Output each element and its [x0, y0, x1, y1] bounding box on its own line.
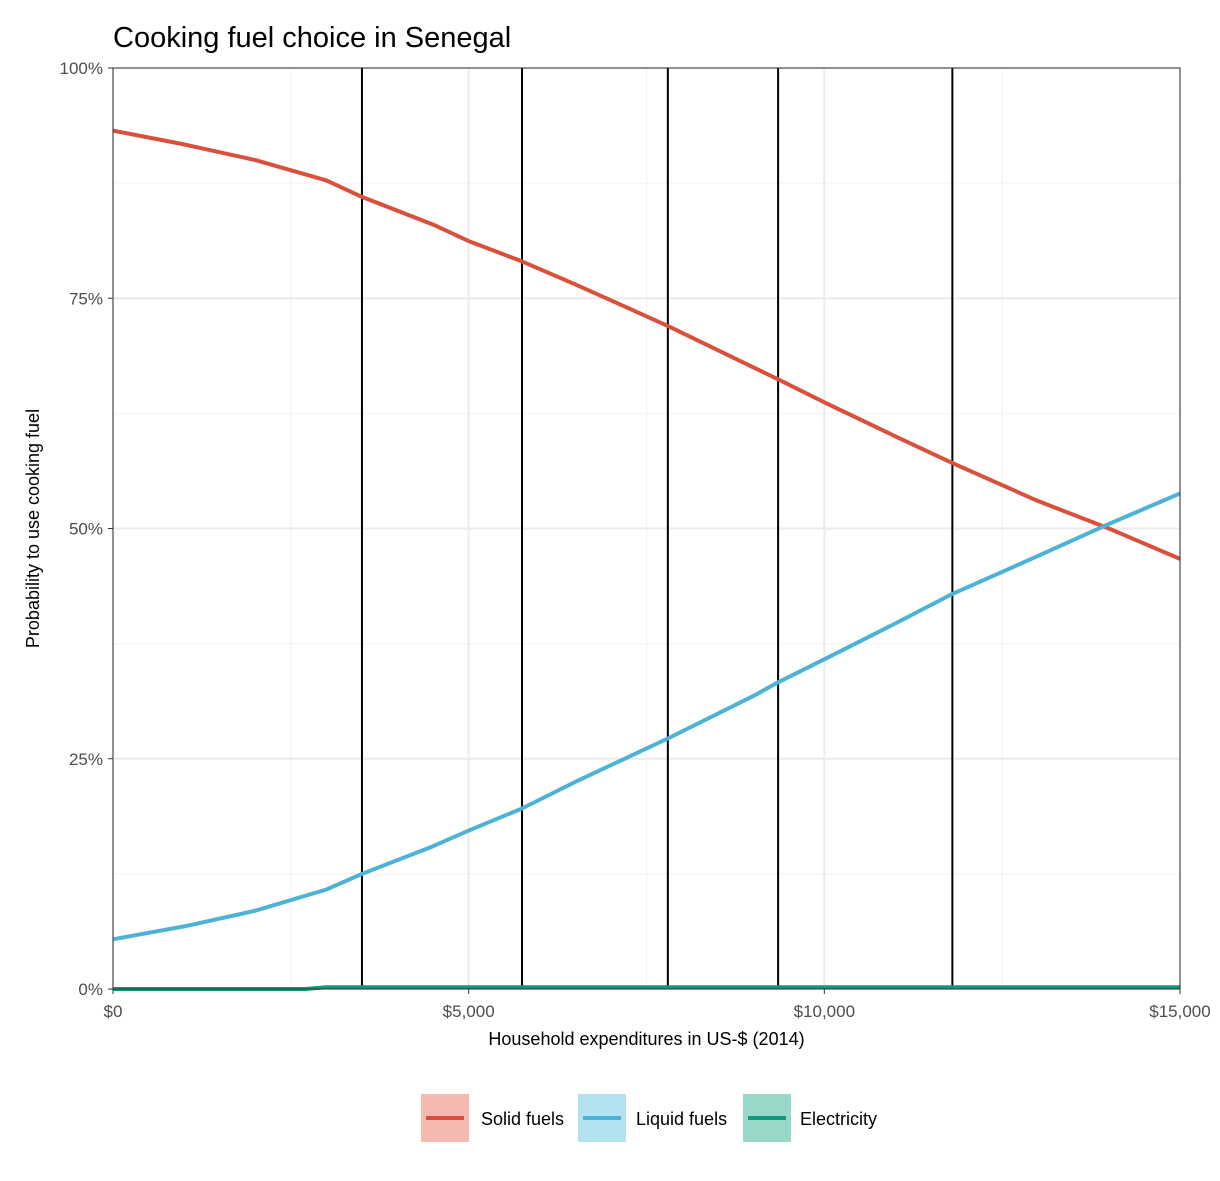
x-tick-label: $5,000 — [443, 1002, 495, 1021]
y-tick-label: 50% — [69, 520, 103, 539]
y-tick-label: 75% — [69, 289, 103, 308]
grid-lines — [112, 67, 1181, 990]
x-tick-label: $0 — [104, 1002, 123, 1021]
legend-label: Electricity — [800, 1109, 877, 1129]
x-axis-title: Household expenditures in US-$ (2014) — [488, 1029, 804, 1049]
y-tick-label: 25% — [69, 750, 103, 769]
series-line-solid-fuels — [112, 128, 1181, 561]
y-tick-label: 100% — [60, 59, 103, 78]
y-axis-ticks: 0% 25% 50% 75% 100% — [60, 59, 113, 999]
legend-label: Solid fuels — [481, 1109, 564, 1129]
x-axis-ticks: $0 $5,000 $10,000 $15,000 — [104, 989, 1211, 1021]
chart-title: Cooking fuel choice in Senegal — [113, 22, 511, 54]
x-tick-label: $15,000 — [1149, 1002, 1210, 1021]
series-line-liquid-fuels — [112, 491, 1181, 942]
y-axis-title: Probability to use cooking fuel — [23, 409, 43, 648]
legend-label: Liquid fuels — [636, 1109, 727, 1129]
y-tick-label: 0% — [78, 980, 103, 999]
legend: Solid fuels Liquid fuels Electricity — [421, 1094, 877, 1142]
reference-lines — [360, 68, 954, 989]
x-tick-label: $10,000 — [794, 1002, 855, 1021]
